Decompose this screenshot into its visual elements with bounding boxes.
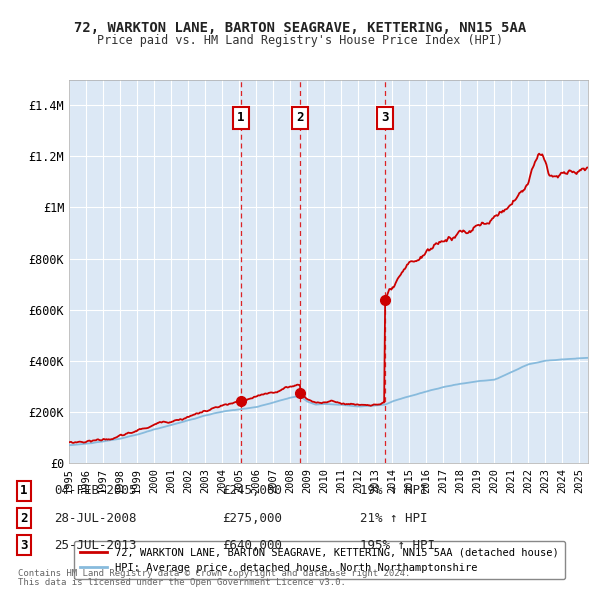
Text: 2: 2 (296, 112, 304, 124)
Text: 72, WARKTON LANE, BARTON SEAGRAVE, KETTERING, NN15 5AA: 72, WARKTON LANE, BARTON SEAGRAVE, KETTE… (74, 21, 526, 35)
Text: Contains HM Land Registry data © Crown copyright and database right 2024.: Contains HM Land Registry data © Crown c… (18, 569, 410, 578)
Text: 28-JUL-2008: 28-JUL-2008 (54, 512, 137, 525)
Text: 19% ↑ HPI: 19% ↑ HPI (360, 484, 427, 497)
Text: 25-JUL-2013: 25-JUL-2013 (54, 539, 137, 552)
Text: £640,000: £640,000 (222, 539, 282, 552)
Text: 195% ↑ HPI: 195% ↑ HPI (360, 539, 435, 552)
Text: £275,000: £275,000 (222, 512, 282, 525)
Text: 3: 3 (381, 112, 389, 124)
Text: 2: 2 (20, 512, 28, 525)
Text: £245,000: £245,000 (222, 484, 282, 497)
Text: 04-FEB-2005: 04-FEB-2005 (54, 484, 137, 497)
Text: 3: 3 (20, 539, 28, 552)
Text: 1: 1 (20, 484, 28, 497)
Text: Price paid vs. HM Land Registry's House Price Index (HPI): Price paid vs. HM Land Registry's House … (97, 34, 503, 47)
Text: This data is licensed under the Open Government Licence v3.0.: This data is licensed under the Open Gov… (18, 578, 346, 587)
Text: 21% ↑ HPI: 21% ↑ HPI (360, 512, 427, 525)
Text: 1: 1 (237, 112, 244, 124)
Legend: 72, WARKTON LANE, BARTON SEAGRAVE, KETTERING, NN15 5AA (detached house), HPI: Av: 72, WARKTON LANE, BARTON SEAGRAVE, KETTE… (74, 541, 565, 579)
